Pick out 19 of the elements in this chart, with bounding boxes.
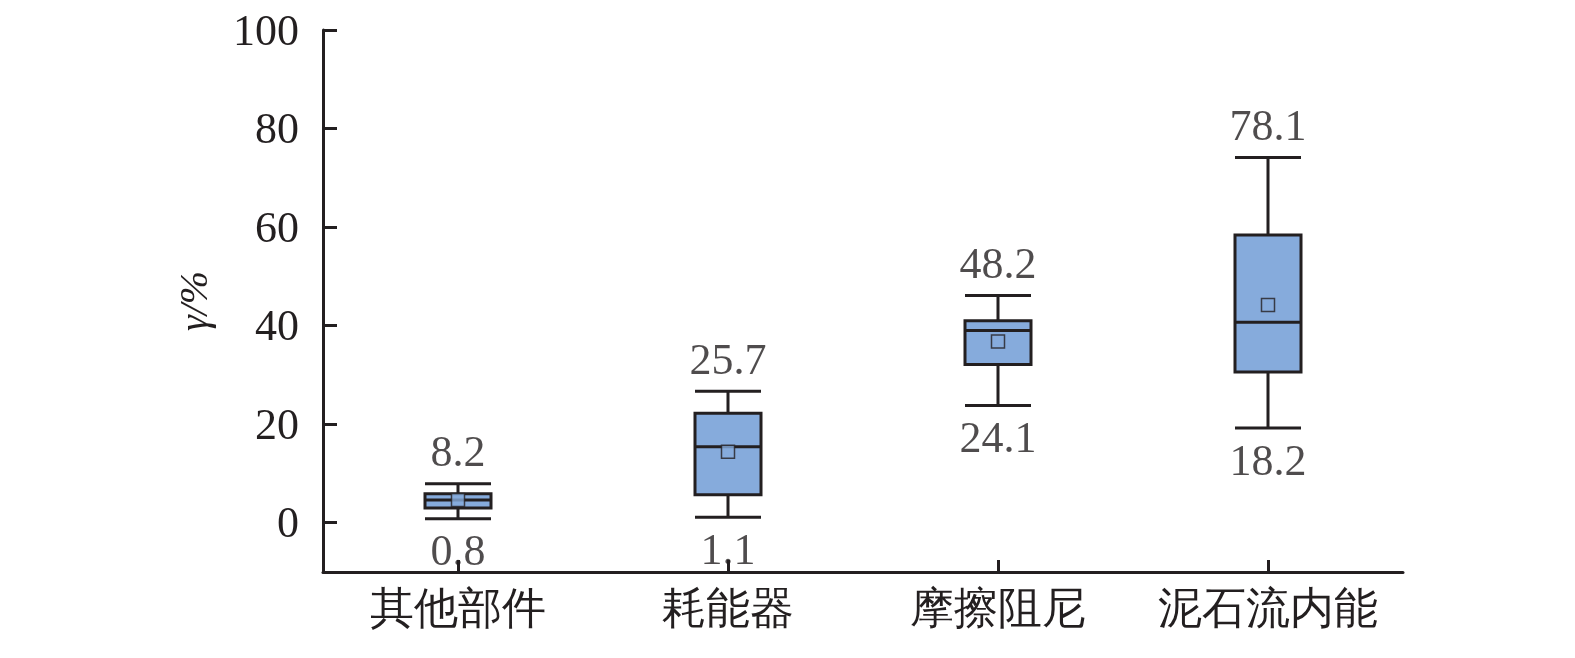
x-tick-label: 泥石流内能	[1158, 583, 1378, 633]
y-tick-label: 0	[277, 498, 299, 548]
annotation: 25.7	[689, 334, 767, 384]
x-tick-label: 耗能器	[662, 583, 794, 633]
y-tick-label: 60	[255, 202, 299, 252]
annotation: 8.2	[430, 427, 486, 477]
x-tick-label: 其他部件	[370, 583, 546, 633]
x-tick-label: 摩擦阻尼	[910, 583, 1086, 633]
annotation: 78.1	[1229, 101, 1307, 151]
y-axis-title: γ/%	[170, 270, 216, 332]
annotation: 24.1	[959, 412, 1037, 462]
annotation: 0.8	[430, 526, 486, 576]
y-tick-label: 20	[255, 399, 299, 449]
annotation: 48.2	[959, 239, 1037, 289]
annotation: 1.1	[700, 524, 756, 574]
y-tick-label: 40	[255, 301, 299, 351]
y-tick-label: 80	[255, 104, 299, 154]
y-tick-label: 100	[233, 5, 299, 55]
annotation: 18.2	[1229, 435, 1307, 485]
